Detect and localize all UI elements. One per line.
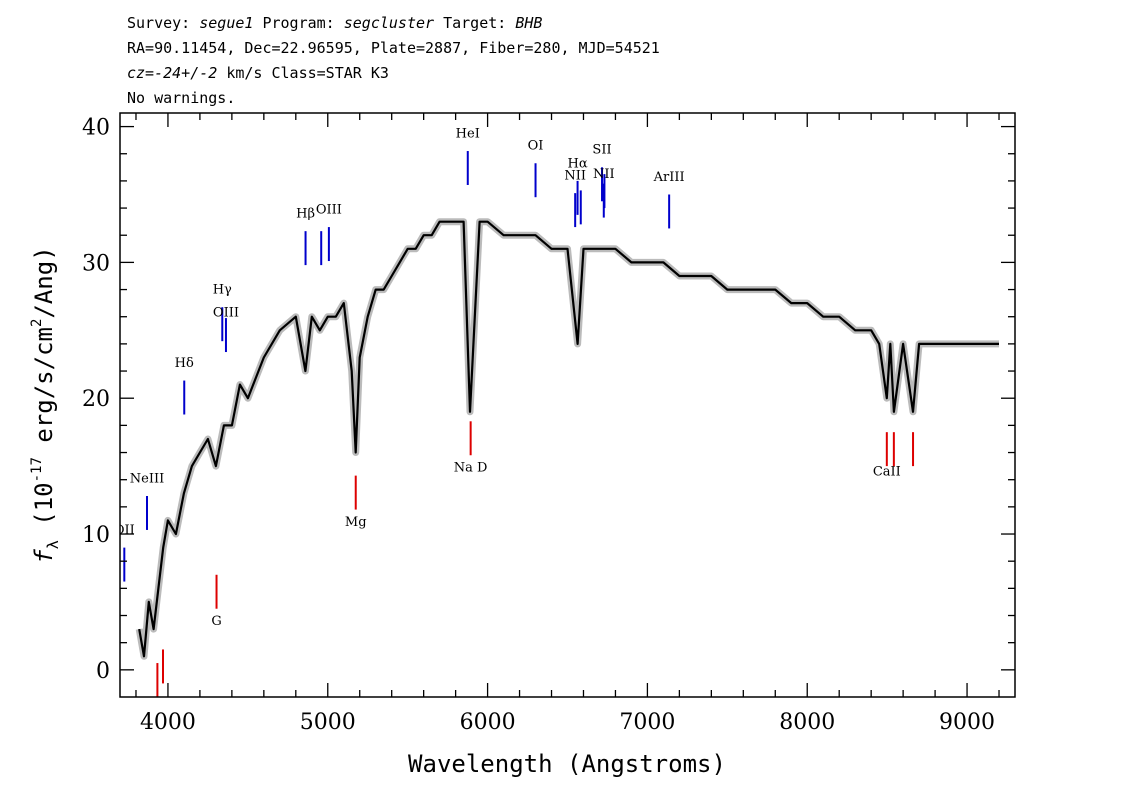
- y-tick-label: 0: [96, 659, 110, 684]
- emission-line-label: NII: [564, 169, 586, 184]
- emission-line-label: NeIII: [130, 471, 164, 486]
- emission-line-label: OI: [528, 139, 544, 154]
- absorption-line-label: Na D: [454, 461, 488, 476]
- header-segment: cz=-24+/-2: [127, 64, 217, 82]
- x-tick-label: 5000: [300, 710, 356, 735]
- header-segment: segcluster: [344, 14, 434, 32]
- emission-line-label: Hδ: [175, 356, 194, 371]
- emission-line-label: OIII: [316, 203, 342, 218]
- tick-labels: 4000 5000 6000 7000 8000 9000 0 10 20 30 40: [82, 116, 995, 735]
- emission-line-label: OIII: [213, 306, 239, 321]
- absorption-line-label: CaII: [873, 465, 901, 480]
- header-segment: segue1: [199, 14, 253, 32]
- header-line-redshift: cz=-24+/-2 km/s Class=STAR K3: [127, 64, 389, 82]
- ylabel-f: f: [30, 549, 58, 564]
- y-tick-label: 30: [82, 251, 110, 276]
- emission-line-label: OII: [114, 523, 135, 538]
- y-tick-label: 20: [82, 387, 110, 412]
- ylabel-lambda: λ: [44, 540, 62, 549]
- ylabel-text: (10: [30, 482, 58, 540]
- spectrum-header: Survey: segue1 Program: segcluster Targe…: [127, 14, 660, 107]
- absorption-line-label: G: [211, 614, 221, 629]
- emission-line-label: Hγ: [213, 283, 232, 298]
- header-line-warnings: No warnings.: [127, 89, 235, 107]
- emission-line-label: Hα: [568, 156, 588, 171]
- header-segment: km/s Class=STAR K3: [217, 64, 389, 82]
- ylabel-exp: -17: [29, 457, 45, 482]
- header-segment: Survey:: [127, 14, 199, 32]
- x-tick-label: 9000: [939, 710, 995, 735]
- emission-line-label: ArIII: [653, 170, 685, 185]
- plot-frame: [119, 112, 1016, 698]
- x-tick-label: 6000: [460, 710, 516, 735]
- y-axis-label: fλ (10-17 erg/s/cm2/Ang): [29, 246, 62, 563]
- axis-ticks: [120, 113, 1015, 697]
- header-line-survey: Survey: segue1 Program: segcluster Targe…: [127, 14, 542, 32]
- flux-error-band: [135, 218, 999, 660]
- header-segment: Target:: [434, 14, 515, 32]
- emission-line-label: HeI: [456, 126, 480, 141]
- x-axis-label: Wavelength (Angstroms): [408, 750, 726, 778]
- x-tick-label: 7000: [619, 710, 675, 735]
- x-tick-label: 8000: [779, 710, 835, 735]
- y-tick-label: 40: [82, 116, 110, 141]
- x-tick-label: 4000: [140, 710, 196, 735]
- y-tick-label: 10: [82, 523, 110, 548]
- header-segment: BHB: [515, 14, 542, 32]
- ylabel-text: erg/s/cm: [30, 327, 58, 457]
- header-line-coordinates: RA=90.11454, Dec=22.96595, Plate=2887, F…: [127, 39, 660, 57]
- emission-line-label: Hβ: [296, 207, 315, 222]
- ylabel-text: /Ang): [30, 246, 58, 318]
- absorption-line-label: Mg: [345, 515, 367, 530]
- emission-line-label: SII: [592, 143, 611, 158]
- header-segment: Program:: [253, 14, 343, 32]
- flux-line: [138, 220, 999, 658]
- ylabel-exp: 2: [29, 319, 45, 327]
- plot-area: OIINeIIIHδHγOIIIHβOIIIHeIOINIIHαSIINIIAr…: [114, 126, 999, 697]
